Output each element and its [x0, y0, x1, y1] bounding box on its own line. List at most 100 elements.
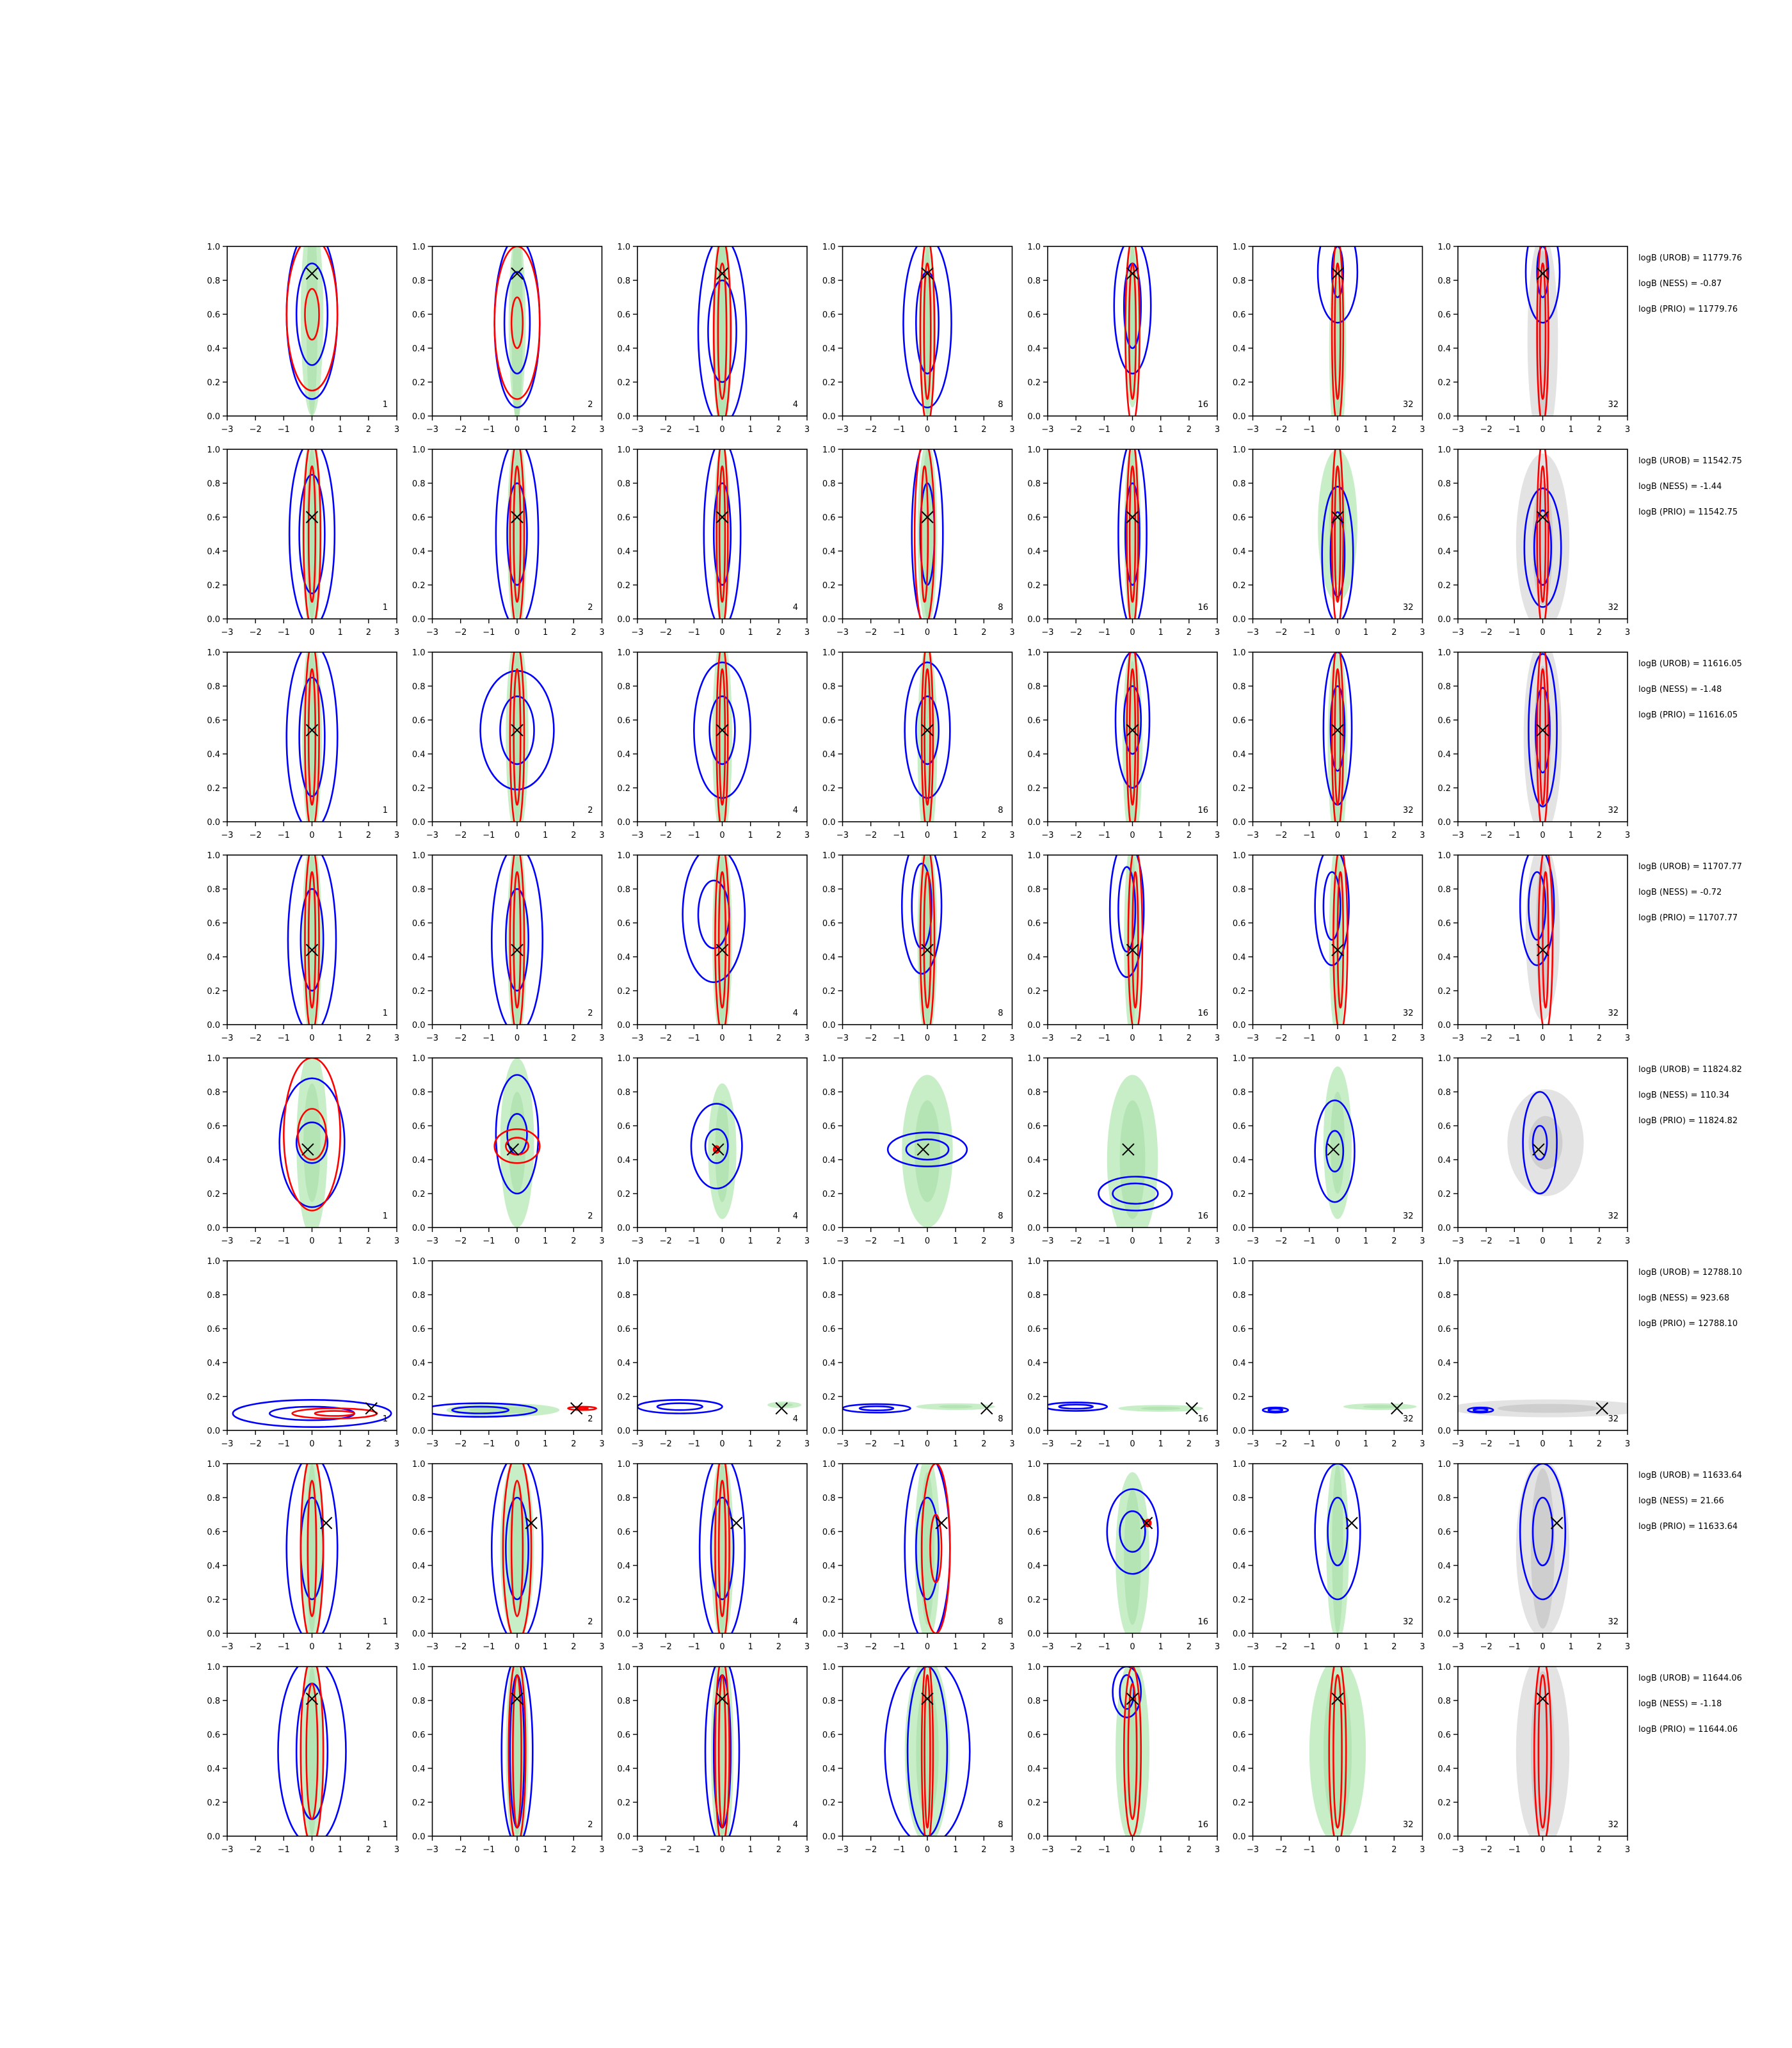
y-tick-label: 0.8	[412, 276, 426, 286]
x-tick-label: 2	[366, 1034, 371, 1043]
x-tick-label: −2	[1070, 831, 1082, 840]
x-tick-label: 1	[1158, 1034, 1164, 1043]
blue-contour-outer	[1261, 1406, 1290, 1414]
x-tick-label: −3	[426, 831, 438, 840]
y-tick-label: 0.2	[1437, 1393, 1451, 1402]
y-tick-label: 0.8	[617, 885, 630, 895]
x-tick-label: −3	[221, 1236, 233, 1246]
y-tick-label: 0.0	[1027, 1832, 1041, 1842]
x-tick-label: 0	[1130, 1236, 1135, 1246]
y-tick-label: 1.0	[617, 1460, 630, 1469]
x-tick-label: 3	[1215, 1034, 1220, 1043]
y-tick-label: 0.6	[207, 310, 220, 320]
panel-r3-c4: −3 −2 −1 0 1 2 3 0.0 0.2 0.4 0.6 0.8 1.0 8	[822, 648, 1015, 840]
blue-contour-inner	[915, 695, 940, 765]
x-tick-label: 3	[394, 628, 399, 637]
panel-r5-c3: −3 −2 −1 0 1 2 3 0.0 0.2 0.4 0.6 0.8 1.0 4	[617, 1054, 810, 1246]
x-tick-label: −3	[836, 1845, 849, 1855]
y-tick-label: 0.6	[617, 513, 630, 523]
x-tick-label: −2	[1070, 1236, 1082, 1246]
blue-contour-inner	[1533, 509, 1553, 586]
x-tick-label: 0	[719, 831, 724, 840]
x-tick-label: 3	[1009, 1642, 1014, 1652]
y-tick-label: 0.2	[1027, 1798, 1041, 1808]
x-tick-label: −3	[1247, 1642, 1259, 1652]
y-tick-label: 0.0	[617, 1427, 630, 1436]
x-tick-label: 2	[1187, 1236, 1192, 1246]
x-tick-label: −3	[1041, 425, 1053, 435]
panel-label: 4	[793, 603, 798, 612]
blue-contour-outer	[1314, 1099, 1356, 1203]
y-tick-label: 0.4	[412, 344, 426, 354]
y-tick-label: 0.4	[207, 750, 220, 760]
x-tick-label: −1	[688, 1642, 700, 1652]
x-tick-label: 3	[804, 1034, 810, 1043]
x-tick-label: 3	[1420, 1845, 1425, 1855]
y-tick-label: 0.4	[1027, 1764, 1041, 1774]
y-tick-label: 0.4	[1027, 547, 1041, 557]
x-tick-label: 3	[1009, 831, 1014, 840]
y-tick-label: 0.0	[617, 1021, 630, 1030]
y-tick-label: 1.0	[617, 243, 630, 252]
y-tick-label: 0.4	[207, 1562, 220, 1571]
y-tick-label: 0.8	[207, 276, 220, 286]
y-tick-label: 0.0	[1437, 615, 1451, 625]
x-tick-label: −1	[278, 1236, 290, 1246]
x-tick-label: 1	[1158, 425, 1164, 435]
truth-marker	[716, 267, 729, 280]
blue-contour-outer	[232, 1399, 392, 1428]
x-tick-label: 0	[925, 1845, 930, 1855]
x-tick-label: 2	[366, 1845, 371, 1855]
blue-contour-inner	[707, 279, 737, 383]
y-tick-label: 0.6	[1233, 716, 1246, 726]
y-tick-label: 0.6	[1027, 1122, 1041, 1132]
x-tick-label: −3	[221, 425, 233, 435]
panel-r8-c1: −3 −2 −1 0 1 2 3 0.0 0.2 0.4 0.6 0.8 1.0 1	[207, 1663, 399, 1855]
y-tick-label: 0.6	[822, 310, 836, 320]
x-tick-label: 0	[925, 1642, 930, 1652]
red-contour-outer	[509, 449, 525, 619]
blue-contour-inner	[295, 262, 329, 366]
y-tick-label: 0.4	[617, 1359, 630, 1368]
x-tick-label: −1	[688, 628, 700, 637]
x-tick-label: −2	[1480, 1236, 1492, 1246]
x-tick-label: −1	[483, 628, 495, 637]
y-tick-label: 0.6	[1437, 1122, 1451, 1132]
logb-annotation: logB (NESS) = -1.44	[1638, 482, 1722, 492]
panel-r8-c7: −3 −2 −1 0 1 2 3 0.0 0.2 0.4 0.6 0.8 1.0 32	[1437, 1663, 1630, 1855]
y-tick-label: 0.4	[412, 1156, 426, 1165]
panel-r8-c4: −3 −2 −1 0 1 2 3 0.0 0.2 0.4 0.6 0.8 1.0 8	[822, 1663, 1015, 1855]
y-tick-label: 0.0	[1233, 1427, 1246, 1436]
blue-contour-inner	[1536, 246, 1549, 298]
x-tick-label: 0	[1130, 628, 1135, 637]
plot-contents	[288, 449, 336, 619]
x-tick-label: −2	[865, 1236, 877, 1246]
red-contour-inner	[307, 871, 317, 1009]
y-tick-label: 0.6	[1437, 1325, 1451, 1334]
red-contour-outer	[283, 1058, 341, 1212]
x-tick-label: −2	[865, 425, 877, 435]
blue-contour-outer	[278, 1077, 346, 1208]
x-tick-label: 0	[1130, 1439, 1135, 1449]
y-tick-label: 0.6	[1233, 1325, 1246, 1334]
red-contour-outer	[1331, 449, 1345, 619]
red-contour-inner	[1132, 871, 1139, 1009]
x-tick-label: −1	[1098, 1236, 1110, 1246]
x-tick-label: 2	[366, 1642, 371, 1652]
x-tick-label: −2	[1070, 1642, 1082, 1652]
y-tick-label: 0.2	[207, 1393, 220, 1402]
panel-r1-c7: −3 −2 −1 0 1 2 3 0.0 0.2 0.4 0.6 0.8 1.0 32	[1437, 243, 1630, 435]
blue-contour-inner	[708, 695, 736, 765]
y-tick-label: 1.0	[412, 1460, 426, 1469]
y-tick-label: 0.8	[412, 1697, 426, 1706]
y-tick-label: 0.8	[412, 682, 426, 692]
logb-annotation: logB (PRIO) = 11644.06	[1638, 1725, 1738, 1734]
x-tick-label: −3	[1247, 831, 1259, 840]
x-tick-label: −2	[1275, 1236, 1287, 1246]
x-tick-label: 0	[925, 1034, 930, 1043]
plot-contents	[693, 652, 751, 822]
plot-contents	[697, 246, 748, 416]
red-contour-inner	[1537, 1674, 1548, 1829]
y-tick-label: 1.0	[207, 445, 220, 455]
blue-contour-outer	[1117, 449, 1148, 619]
